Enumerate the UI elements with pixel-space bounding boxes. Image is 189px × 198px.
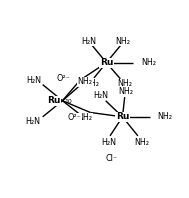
Text: H₂N: H₂N — [81, 37, 96, 46]
Text: H₂N: H₂N — [26, 117, 41, 126]
Text: H₂N: H₂N — [93, 91, 108, 100]
Text: NH₂: NH₂ — [117, 79, 132, 88]
Text: O²⁻: O²⁻ — [57, 74, 70, 83]
Text: NH₂: NH₂ — [134, 138, 149, 147]
Text: NH₂: NH₂ — [158, 112, 173, 121]
Text: NH₂: NH₂ — [78, 77, 93, 86]
Text: H₂N: H₂N — [26, 76, 41, 85]
Text: NH₂: NH₂ — [78, 113, 93, 122]
Text: Ru: Ru — [48, 96, 61, 105]
Text: Cl⁻: Cl⁻ — [105, 154, 118, 163]
Text: Ru: Ru — [116, 112, 129, 121]
Text: H₂N: H₂N — [101, 138, 116, 147]
Text: 10: 10 — [65, 99, 72, 104]
Text: NH₂: NH₂ — [84, 79, 99, 88]
Text: Ru: Ru — [100, 58, 113, 67]
Text: NH₂: NH₂ — [118, 87, 133, 96]
Text: NH₂: NH₂ — [142, 58, 156, 67]
Text: O²⁻: O²⁻ — [68, 113, 81, 122]
Text: NH₂: NH₂ — [116, 37, 131, 46]
